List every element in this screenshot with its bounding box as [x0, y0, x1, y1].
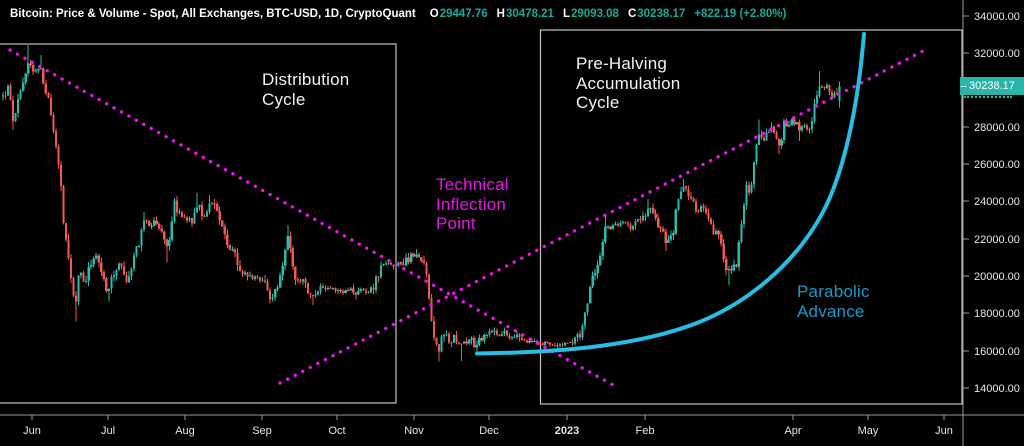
open-label: O [429, 8, 439, 20]
close-value: 30238.17 [637, 8, 686, 20]
chart-title: Bitcoin: Price & Volume - Spot, All Exch… [10, 8, 416, 20]
ohlc-readout: O 29447.76 H 30478.21 L 29093.08 C 30238.17 [430, 8, 685, 20]
time-tick-label: Apr [784, 425, 801, 437]
candlestick-series[interactable] [1, 44, 841, 362]
time-tick-label: Dec [479, 425, 499, 437]
price-tick-label: 34000.00 [974, 11, 1020, 23]
badge-dotted-underline [964, 96, 1012, 98]
price-axis[interactable]: 34000.00 32000.00 28000.00 26000.00 24000.00… [963, 11, 1020, 395]
time-tick-label: May [858, 425, 879, 437]
price-tick-label: 26000.00 [974, 159, 1020, 171]
price-tick-label: 24000.00 [974, 196, 1020, 208]
technical-inflection-label: Technical Inflection Point [436, 175, 509, 233]
time-tick-label: Jun [935, 425, 953, 437]
time-tick-label: Sep [252, 425, 272, 437]
open-value: 29447.76 [439, 8, 488, 20]
time-tick-label: Jul [101, 425, 115, 437]
price-tick-label: 16000.00 [974, 346, 1020, 358]
time-tick-label: Oct [328, 425, 345, 437]
time-axis[interactable]: Jun Jul Aug Sep Oct Nov Dec 2023 Feb Apr May Jun [23, 415, 953, 437]
parabolic-advance-label: Parabolic Advance [797, 282, 870, 321]
uptrend-dotted-line[interactable] [278, 49, 925, 385]
price-tick-label: 32000.00 [974, 48, 1020, 60]
price-tick-label: 18000.00 [974, 308, 1020, 320]
time-tick-label: Jun [23, 425, 41, 437]
parabolic-advance-curve[interactable] [475, 32, 866, 356]
last-price-value: 30238.17 [969, 80, 1015, 92]
high-label: H [496, 8, 505, 20]
chart-legend: Bitcoin: Price & Volume - Spot, All Exch… [10, 6, 786, 22]
last-price-badge: 30238.17 [960, 77, 1024, 95]
time-tick-label: Feb [636, 425, 655, 437]
time-tick-label: Nov [404, 425, 424, 437]
time-tick-label: 2023 [555, 425, 579, 437]
low-value: 29093.08 [570, 8, 619, 20]
price-tick-label: 20000.00 [974, 271, 1020, 283]
change-value: +822.19 (+2.80%) [694, 8, 787, 20]
high-value: 30478.21 [505, 8, 554, 20]
distribution-cycle-box[interactable] [0, 43, 397, 404]
low-label: L [562, 8, 570, 20]
time-tick-label: Aug [175, 425, 195, 437]
badge-tick-icon [961, 85, 966, 87]
distribution-cycle-label: Distribution Cycle [262, 70, 350, 109]
pre-halving-cycle-label: Pre-Halving Accumulation Cycle [576, 54, 681, 112]
price-tick-label: 22000.00 [974, 234, 1020, 246]
pre-halving-cycle-box[interactable] [539, 29, 963, 405]
price-tick-label: 14000.00 [974, 383, 1020, 395]
price-tick-label: 28000.00 [974, 122, 1020, 134]
close-label: C [627, 8, 637, 20]
